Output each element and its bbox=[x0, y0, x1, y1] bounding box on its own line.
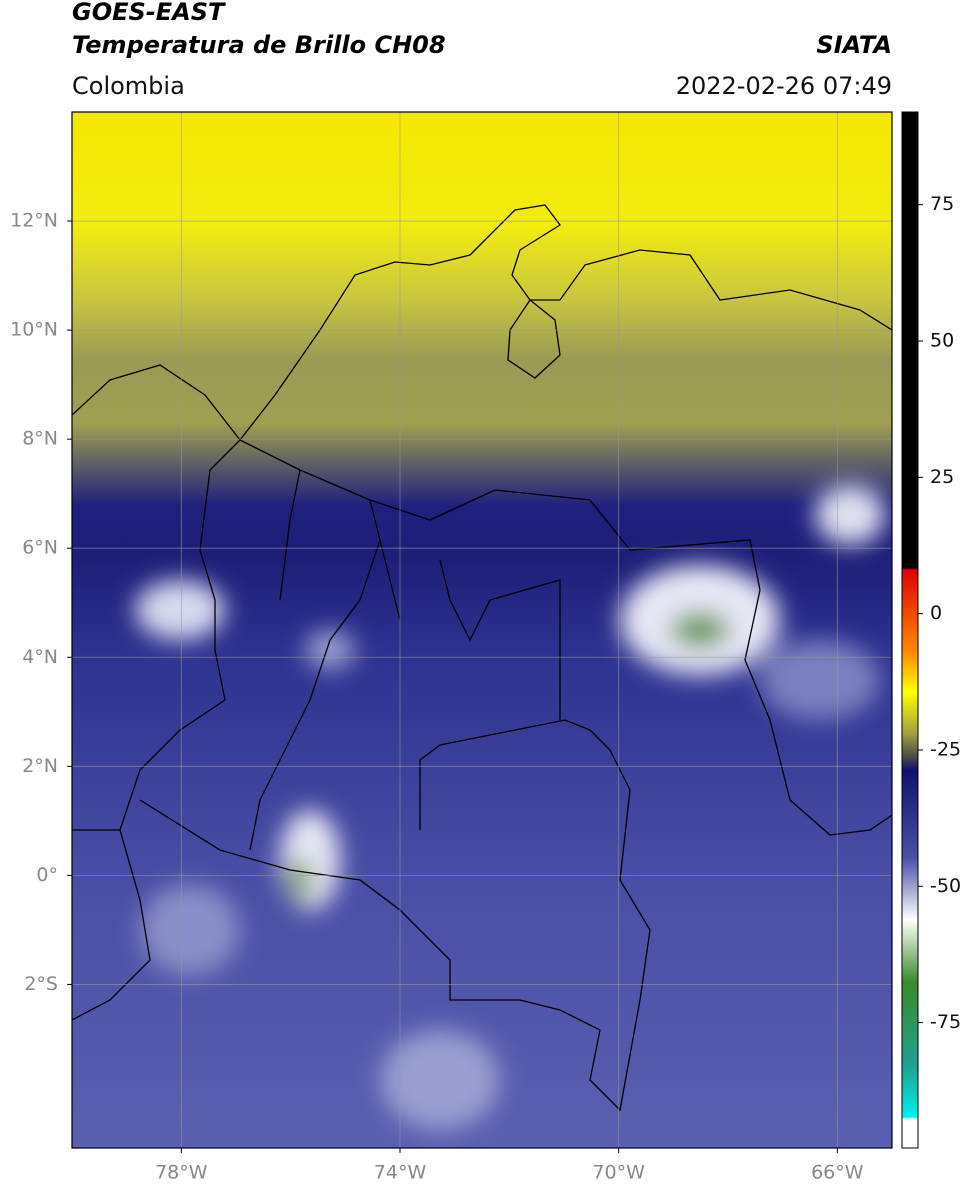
datetime: 2022-02-26 07:49 bbox=[676, 72, 892, 100]
colorbar-tick-label: 25 bbox=[930, 466, 954, 488]
lon-tick-label: 70°W bbox=[592, 1162, 645, 1184]
lat-tick-label: 2°S bbox=[24, 973, 58, 995]
colorbar-tick-label: 0 bbox=[930, 602, 942, 624]
pacific-coast bbox=[72, 439, 241, 831]
lat-tick-label: 10°N bbox=[10, 319, 58, 341]
map bbox=[72, 112, 892, 1148]
source: SIATA bbox=[816, 31, 892, 59]
lat-tick-label: 8°N bbox=[22, 428, 58, 450]
lon-tick-label: 78°W bbox=[155, 1162, 208, 1184]
lon-tick-label: 74°W bbox=[374, 1162, 427, 1184]
lat-tick-label: 2°N bbox=[22, 755, 58, 777]
colorbar-tick-label: -75 bbox=[930, 1011, 961, 1033]
clouds bbox=[135, 485, 885, 1130]
lat-tick-label: 12°N bbox=[10, 210, 58, 232]
lat-tick-label: 6°N bbox=[22, 537, 58, 559]
title: GOES-EAST bbox=[72, 0, 226, 26]
colorbar-tick-label: -50 bbox=[930, 875, 961, 897]
lat-tick-label: 4°N bbox=[22, 646, 58, 668]
graticule bbox=[72, 112, 892, 1148]
border-south bbox=[139, 719, 651, 1112]
colorbar bbox=[901, 111, 919, 1149]
map-frame bbox=[71, 111, 893, 1149]
lat-tick-label: 0° bbox=[36, 864, 58, 886]
colorbar-tick-label: -25 bbox=[930, 738, 961, 760]
region: Colombia bbox=[72, 72, 185, 100]
subtitle: Temperatura de Brillo CH08 bbox=[72, 31, 446, 59]
lon-tick-label: 66°W bbox=[811, 1162, 864, 1184]
colorbar-tick-label: 75 bbox=[930, 193, 954, 215]
colorbar-tick-label: 50 bbox=[930, 330, 954, 352]
department-borders bbox=[249, 469, 561, 851]
ecuador-coast bbox=[72, 829, 151, 1021]
